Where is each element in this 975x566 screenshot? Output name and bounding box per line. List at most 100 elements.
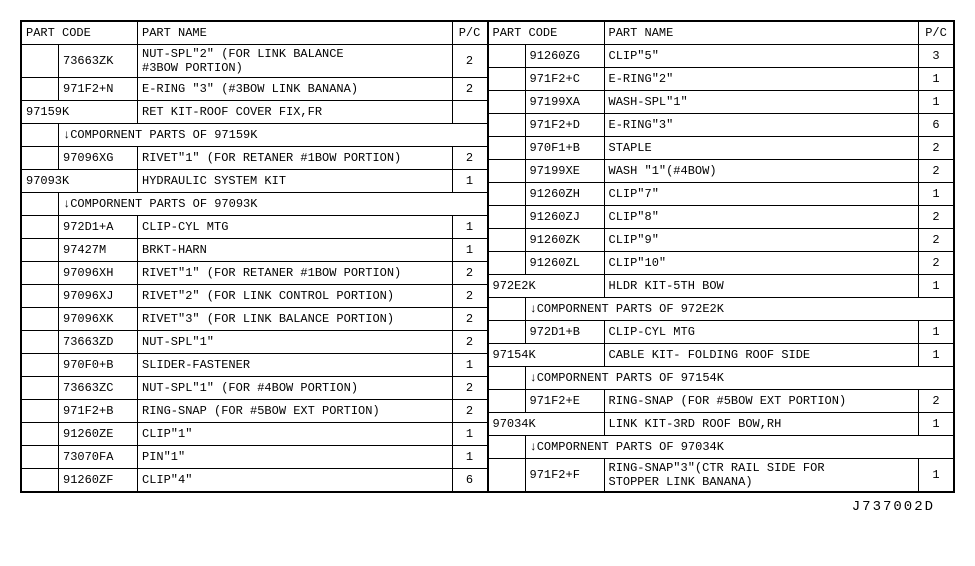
part-code: 972D1+B <box>525 321 604 344</box>
part-pc: 2 <box>452 78 487 101</box>
table-row: 97199XEWASH "1"(#4BOW)2 <box>488 160 954 183</box>
table-row: 91260ZKCLIP"9"2 <box>488 229 954 252</box>
part-code: 97096XJ <box>59 285 138 308</box>
part-pc: 1 <box>919 321 954 344</box>
table-row: 91260ZECLIP"1"1 <box>22 423 488 446</box>
part-pc: 2 <box>452 147 487 170</box>
indent-cell <box>488 160 525 183</box>
indent-cell <box>22 423 59 446</box>
indent-cell <box>22 78 59 101</box>
indent-cell <box>22 331 59 354</box>
header-name: PART NAME <box>138 22 453 45</box>
part-pc: 6 <box>919 114 954 137</box>
document-id: J737002D <box>20 499 955 515</box>
part-pc <box>452 101 487 124</box>
part-name: E-RING"3" <box>604 114 919 137</box>
table-row: 91260ZLCLIP"10"2 <box>488 252 954 275</box>
component-header: ↓COMPORNENT PARTS OF 972E2K <box>525 298 954 321</box>
table-row: 91260ZHCLIP"7"1 <box>488 183 954 206</box>
part-code: 971F2+N <box>59 78 138 101</box>
part-name: WASH-SPL"1" <box>604 91 919 114</box>
indent-cell <box>488 91 525 114</box>
table-row: 97199XAWASH-SPL"1"1 <box>488 91 954 114</box>
part-code: 73663ZD <box>59 331 138 354</box>
part-name: E-RING "3" (#3BOW LINK BANANA) <box>138 78 453 101</box>
part-name: RET KIT-ROOF COVER FIX,FR <box>138 101 453 124</box>
indent-cell <box>22 400 59 423</box>
header-name: PART NAME <box>604 22 919 45</box>
part-pc: 2 <box>919 252 954 275</box>
table-row: ↓COMPORNENT PARTS OF 97093K <box>22 193 488 216</box>
part-code: 97034K <box>488 413 604 436</box>
indent-cell <box>488 436 525 459</box>
part-pc: 2 <box>452 262 487 285</box>
part-name: BRKT-HARN <box>138 239 453 262</box>
indent-cell <box>22 216 59 239</box>
table-row: 97154KCABLE KIT- FOLDING ROOF SIDE1 <box>488 344 954 367</box>
part-code: 91260ZK <box>525 229 604 252</box>
part-code: 97159K <box>22 101 138 124</box>
table-row: 73663ZCNUT-SPL"1" (FOR #4BOW PORTION)2 <box>22 377 488 400</box>
indent-cell <box>22 45 59 78</box>
component-header: ↓COMPORNENT PARTS OF 97034K <box>525 436 954 459</box>
part-pc: 2 <box>919 137 954 160</box>
part-name: CLIP"8" <box>604 206 919 229</box>
part-code: 91260ZG <box>525 45 604 68</box>
part-name: CLIP"5" <box>604 45 919 68</box>
part-name: E-RING"2" <box>604 68 919 91</box>
part-name: CLIP"9" <box>604 229 919 252</box>
part-pc: 1 <box>919 68 954 91</box>
part-pc: 2 <box>452 400 487 423</box>
indent-cell <box>488 137 525 160</box>
part-name: RIVET"2" (FOR LINK CONTROL PORTION) <box>138 285 453 308</box>
part-code: 73663ZC <box>59 377 138 400</box>
indent-cell <box>22 354 59 377</box>
parts-table-right: PART CODEPART NAMEP/C 91260ZGCLIP"5"3 97… <box>488 21 955 492</box>
part-code: 91260ZL <box>525 252 604 275</box>
part-code: 97096XK <box>59 308 138 331</box>
table-row: 97093KHYDRAULIC SYSTEM KIT1 <box>22 170 488 193</box>
part-code: 73663ZK <box>59 45 138 78</box>
part-code: 970F0+B <box>59 354 138 377</box>
indent-cell <box>488 206 525 229</box>
component-header: ↓COMPORNENT PARTS OF 97093K <box>59 193 488 216</box>
part-name: RING-SNAP (FOR #5BOW EXT PORTION) <box>138 400 453 423</box>
indent-cell <box>22 262 59 285</box>
part-pc: 2 <box>919 160 954 183</box>
table-row: 97096XJRIVET"2" (FOR LINK CONTROL PORTIO… <box>22 285 488 308</box>
part-pc: 2 <box>452 377 487 400</box>
table-row: 91260ZJCLIP"8"2 <box>488 206 954 229</box>
part-name: CLIP"4" <box>138 469 453 492</box>
part-name: RIVET"1" (FOR RETANER #1BOW PORTION) <box>138 147 453 170</box>
part-pc: 2 <box>452 285 487 308</box>
part-name: RIVET"3" (FOR LINK BALANCE PORTION) <box>138 308 453 331</box>
part-code: 970F1+B <box>525 137 604 160</box>
table-row: ↓COMPORNENT PARTS OF 97159K <box>22 124 488 147</box>
indent-cell <box>22 285 59 308</box>
part-pc: 1 <box>452 216 487 239</box>
part-code: 971F2+E <box>525 390 604 413</box>
table-row: ↓COMPORNENT PARTS OF 972E2K <box>488 298 954 321</box>
part-code: 91260ZJ <box>525 206 604 229</box>
part-name: CLIP"10" <box>604 252 919 275</box>
part-pc: 1 <box>919 91 954 114</box>
indent-cell <box>488 298 525 321</box>
part-name: STAPLE <box>604 137 919 160</box>
part-name: LINK KIT-3RD ROOF BOW,RH <box>604 413 919 436</box>
part-name: WASH "1"(#4BOW) <box>604 160 919 183</box>
part-code: 971F2+C <box>525 68 604 91</box>
table-row: 97427MBRKT-HARN1 <box>22 239 488 262</box>
table-row: 971F2+NE-RING "3" (#3BOW LINK BANANA)2 <box>22 78 488 101</box>
part-name: CLIP"1" <box>138 423 453 446</box>
indent-cell <box>488 183 525 206</box>
indent-cell <box>22 469 59 492</box>
part-code: 971F2+D <box>525 114 604 137</box>
header-pc: P/C <box>452 22 487 45</box>
part-name: CABLE KIT- FOLDING ROOF SIDE <box>604 344 919 367</box>
part-pc: 1 <box>452 239 487 262</box>
header-code: PART CODE <box>22 22 138 45</box>
part-name: SLIDER-FASTENER <box>138 354 453 377</box>
table-row: 972D1+ACLIP-CYL MTG1 <box>22 216 488 239</box>
parts-table-left: PART CODEPART NAMEP/C 73663ZKNUT-SPL"2" … <box>21 21 488 492</box>
indent-cell <box>22 147 59 170</box>
